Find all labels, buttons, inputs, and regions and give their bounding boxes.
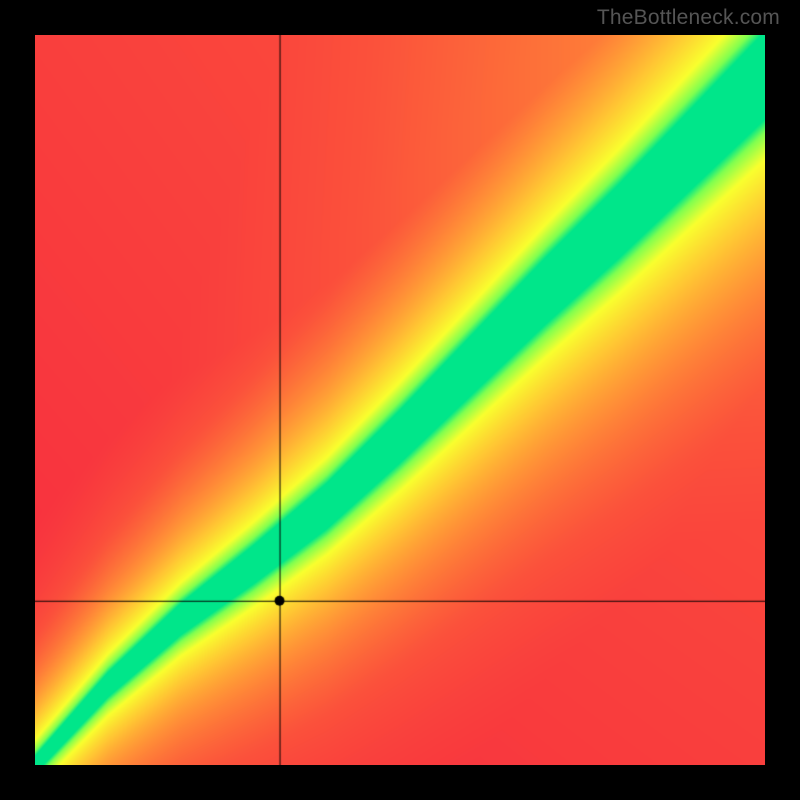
heatmap-canvas — [35, 35, 765, 765]
watermark-text: TheBottleneck.com — [597, 6, 780, 30]
chart-container: TheBottleneck.com — [0, 0, 800, 800]
